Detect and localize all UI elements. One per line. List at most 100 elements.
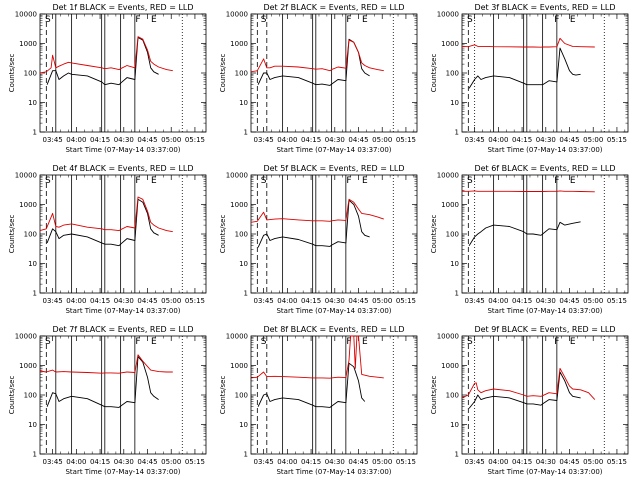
panel-title: Det 8f BLACK = Events, RED = LLD	[263, 325, 404, 334]
series-line-lld	[250, 335, 384, 379]
y-tick-label: 10	[239, 99, 248, 107]
marker-letter: F	[135, 337, 140, 347]
x-tick-label: 03:45	[465, 136, 485, 144]
marker-letter: F	[554, 337, 559, 347]
marker-letter: S	[45, 176, 51, 186]
y-tick-label: 10000	[437, 333, 459, 341]
marker-letter: E	[362, 176, 368, 186]
series-line-events	[257, 362, 366, 408]
marker-letter: S	[261, 15, 267, 25]
panel-9: Det 9f BLACK = Events, RED = LLD 1 10 100 10…	[430, 325, 629, 476]
y-axis-label: Counts/sec	[219, 376, 227, 415]
y-tick-label: 10	[450, 421, 459, 429]
y-tick-label: 1	[244, 451, 248, 459]
plot-frame	[461, 174, 629, 294]
plot-frame	[250, 174, 418, 294]
panel-4: Det 4f BLACK = Events, RED = LLD 1 10 100 10…	[8, 164, 207, 315]
marker-letter: F	[346, 176, 351, 186]
x-tick-label: 04:45	[348, 458, 368, 466]
x-tick-label: 05:15	[607, 297, 627, 305]
y-tick-label: 10000	[15, 333, 37, 341]
y-tick-label: 100	[24, 231, 37, 239]
series-line-lld	[39, 196, 173, 233]
x-tick-label: 03:45	[254, 458, 274, 466]
series-line-lld	[461, 37, 595, 48]
x-tick-label: 05:00	[161, 458, 181, 466]
x-tick-label: 05:15	[185, 297, 205, 305]
y-tick-label: 100	[235, 231, 248, 239]
x-tick-label: 04:30	[114, 297, 134, 305]
x-tick-label: 04:00	[66, 136, 86, 144]
y-tick-label: 10	[28, 260, 37, 268]
x-tick-label: 04:30	[536, 297, 556, 305]
x-tick-label: 05:15	[396, 458, 416, 466]
x-tick-label: 05:15	[396, 136, 416, 144]
x-tick-label: 04:00	[488, 297, 508, 305]
marker-letter: F	[554, 176, 559, 186]
plot-frame	[250, 13, 418, 133]
y-axis-label: Counts/sec	[8, 54, 16, 93]
series-line-events	[468, 221, 581, 246]
plot-frame	[250, 335, 418, 455]
y-axis-label: Counts/sec	[430, 54, 438, 93]
panel-6: Det 6f BLACK = Events, RED = LLD 1 10 100 10…	[430, 164, 629, 315]
y-tick-label: 10000	[226, 172, 248, 180]
series-line-events	[46, 198, 159, 247]
x-tick-label: 05:15	[185, 458, 205, 466]
y-axis-label: Counts/sec	[219, 215, 227, 254]
series-line-events	[46, 356, 159, 408]
marker-letter: S	[467, 337, 473, 347]
x-tick-label: 05:15	[607, 136, 627, 144]
marker-letter: S	[467, 15, 473, 25]
x-axis-label: Start Time (07-May-14 03:37:00)	[276, 146, 391, 154]
y-tick-label: 1	[33, 129, 37, 137]
marker-letter: S	[45, 337, 51, 347]
x-tick-label: 05:15	[396, 297, 416, 305]
x-tick-label: 04:30	[114, 136, 134, 144]
y-tick-label: 10	[450, 260, 459, 268]
y-tick-label: 1	[33, 451, 37, 459]
x-tick-label: 04:15	[512, 458, 532, 466]
y-axis-label: Counts/sec	[8, 215, 16, 254]
x-tick-label: 04:30	[536, 136, 556, 144]
panel-title: Det 4f BLACK = Events, RED = LLD	[52, 164, 193, 173]
panel-2: Det 2f BLACK = Events, RED = LLD 1 10 100 10…	[219, 3, 418, 154]
x-tick-label: 05:15	[185, 136, 205, 144]
x-tick-label: 05:00	[161, 297, 181, 305]
series-line-events	[257, 38, 370, 86]
y-tick-label: 10	[28, 421, 37, 429]
x-tick-label: 03:45	[43, 458, 63, 466]
x-tick-label: 04:45	[348, 136, 368, 144]
y-tick-label: 1	[244, 290, 248, 298]
x-tick-label: 03:45	[254, 136, 274, 144]
marker-letter: E	[151, 176, 157, 186]
x-tick-label: 03:45	[465, 297, 485, 305]
series-line-lld	[461, 367, 596, 400]
x-axis-label: Start Time (07-May-14 03:37:00)	[487, 146, 602, 154]
marker-letter: S	[45, 15, 51, 25]
marker-letter: S	[467, 176, 473, 186]
series-line-events	[257, 199, 370, 248]
x-tick-label: 05:00	[372, 297, 392, 305]
x-tick-label: 04:00	[277, 136, 297, 144]
y-tick-label: 1000	[19, 362, 37, 370]
y-axis-label: Counts/sec	[219, 54, 227, 93]
x-tick-label: 04:45	[559, 458, 579, 466]
panel-3: Det 3f BLACK = Events, RED = LLD 1 10 100 10…	[430, 3, 629, 154]
y-tick-label: 1000	[441, 40, 459, 48]
x-tick-label: 04:45	[137, 458, 157, 466]
x-tick-label: 03:45	[43, 297, 63, 305]
x-tick-label: 04:30	[536, 458, 556, 466]
y-tick-label: 10	[450, 99, 459, 107]
x-tick-label: 05:00	[372, 136, 392, 144]
x-axis-label: Start Time (07-May-14 03:37:00)	[276, 307, 391, 315]
y-tick-label: 10	[28, 99, 37, 107]
marker-letter: S	[261, 337, 267, 347]
marker-letter: F	[554, 15, 559, 25]
x-tick-label: 04:30	[325, 136, 345, 144]
x-axis-label: Start Time (07-May-14 03:37:00)	[65, 307, 180, 315]
panel-title: Det 1f BLACK = Events, RED = LLD	[52, 3, 193, 12]
x-tick-label: 04:15	[90, 136, 110, 144]
y-tick-label: 1000	[19, 40, 37, 48]
x-tick-label: 04:30	[325, 458, 345, 466]
